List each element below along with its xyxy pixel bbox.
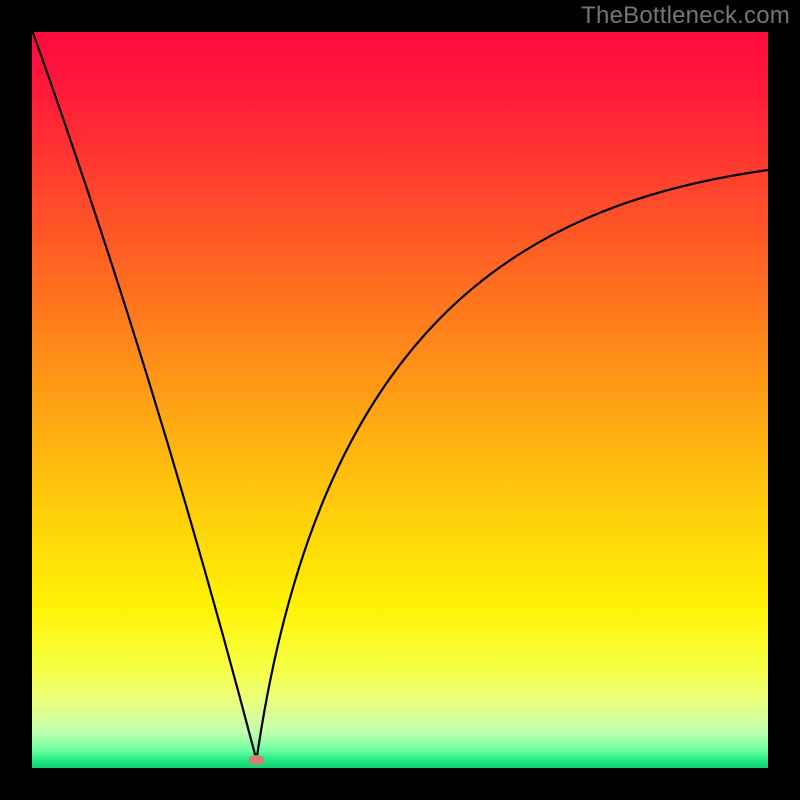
watermark-text: TheBottleneck.com [581,2,790,30]
curve-right-branch [256,170,768,760]
curve-left-branch [32,30,256,760]
chart-container: TheBottleneck.com [0,0,800,800]
dip-marker-icon [248,755,264,765]
bottleneck-curve [0,0,800,800]
